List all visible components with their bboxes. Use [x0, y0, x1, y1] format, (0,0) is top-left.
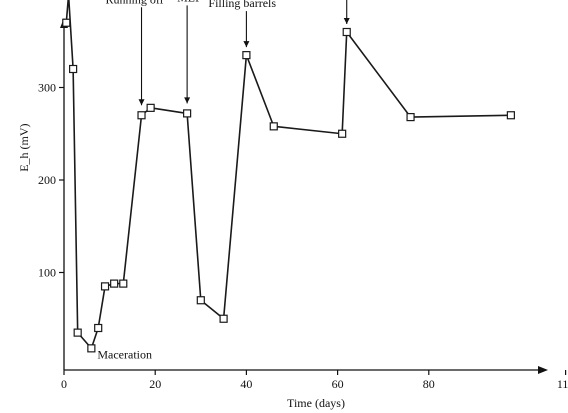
data-point: [269, 122, 278, 131]
y-tick-label: 100: [38, 266, 56, 280]
annotation-arrowhead: [184, 97, 191, 104]
data-point: [219, 314, 228, 323]
annotation-label: Maceration: [97, 347, 152, 361]
data-point: [183, 109, 192, 118]
y-axis-label: E_h (mV): [17, 123, 31, 171]
data-point: [406, 112, 415, 122]
annotation-arrowhead: [243, 41, 250, 48]
data-point: [119, 279, 128, 288]
x-tick-label: 0: [61, 377, 67, 391]
y-tick-label: 400: [38, 0, 56, 2]
x-tick-label: 20: [149, 377, 161, 391]
data-point: [100, 282, 110, 291]
x-axis-label: Time (days): [287, 396, 345, 410]
annotation-arrowhead: [343, 18, 350, 24]
series-group: [62, 0, 515, 353]
data-point: [87, 344, 96, 353]
x-tick-label: 60: [332, 377, 344, 391]
axis-ticks: 100 200 300 400 0 20 40 60 80 110: [38, 0, 568, 391]
data-point: [338, 129, 347, 138]
annotation-label: MLF: [177, 0, 202, 4]
data-point: [94, 323, 103, 333]
data-point: [73, 328, 82, 337]
annotation-label: Running off: [106, 0, 164, 6]
annotations: Grapes crushedAFMacerationRunning offMLF…: [97, 0, 350, 361]
data-point: [69, 64, 78, 74]
x-axis-arrow: [538, 366, 548, 374]
y-tick-label: 300: [38, 81, 56, 95]
y-tick-label: 200: [38, 173, 56, 187]
data-point: [110, 279, 119, 288]
x-tick-label: 110: [557, 377, 568, 391]
annotation-label: Filling barrels: [208, 0, 276, 10]
data-point: [146, 103, 155, 112]
data-point: [342, 27, 351, 37]
annotation-arrowhead: [138, 99, 145, 106]
x-tick-label: 40: [240, 377, 252, 391]
data-point: [196, 296, 205, 305]
data-point: [62, 18, 71, 27]
data-point: [506, 111, 515, 120]
data-point: [137, 111, 146, 120]
x-tick-label: 80: [423, 377, 435, 391]
series-line: [65, 0, 511, 350]
data-point: [242, 51, 251, 60]
